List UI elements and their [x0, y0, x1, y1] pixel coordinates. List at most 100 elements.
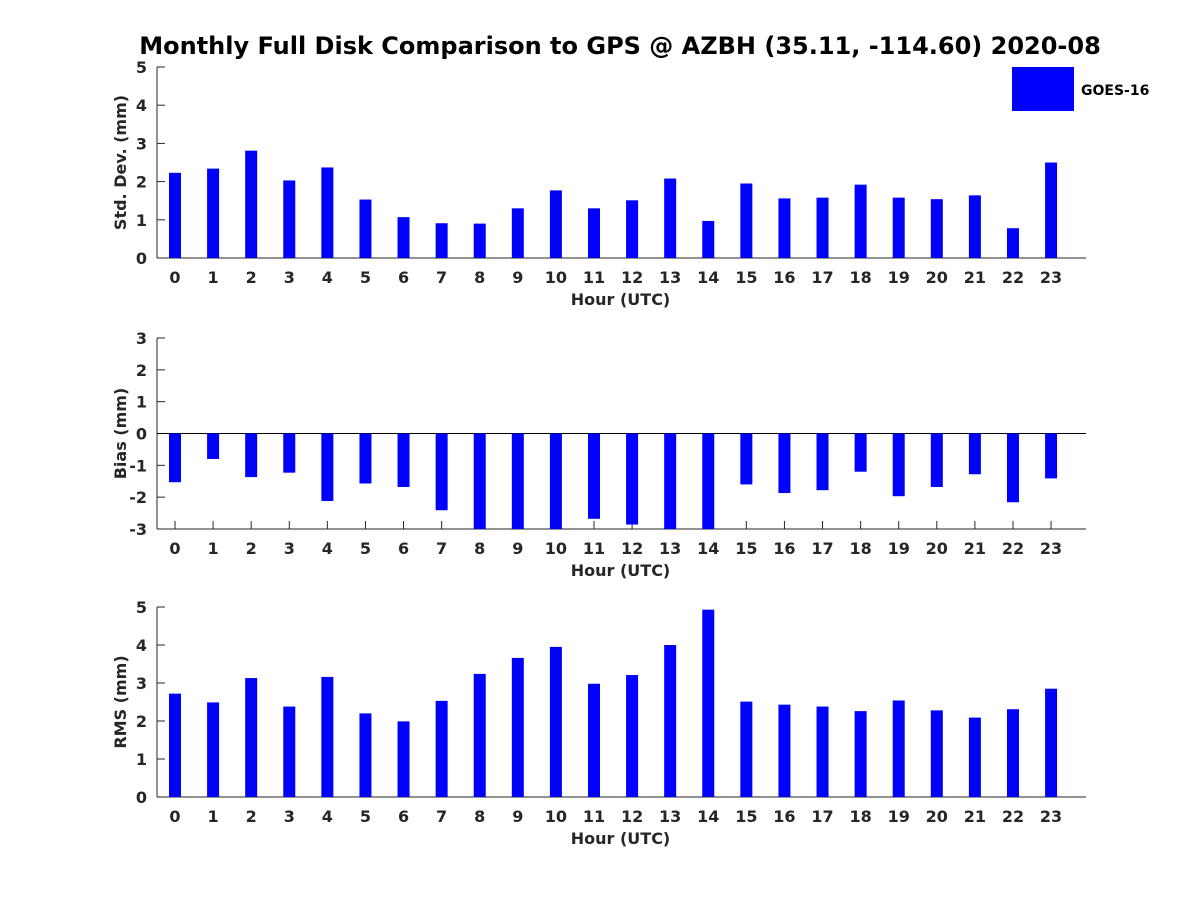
x-tick-label: 10	[545, 807, 567, 826]
x-tick-label: 0	[169, 539, 180, 558]
x-tick-label: 12	[621, 807, 643, 826]
bar-hour-1	[207, 702, 220, 797]
x-tick-label: 18	[849, 539, 871, 558]
bar-hour-12	[626, 200, 639, 258]
bar-hour-3	[283, 706, 296, 797]
y-tick-label: 4	[136, 96, 147, 115]
x-tick-label: 22	[1002, 539, 1024, 558]
bar-hour-23	[1045, 162, 1058, 258]
x-tick-label: 15	[735, 807, 757, 826]
x-tick-label: 5	[360, 807, 371, 826]
bar-hour-8	[473, 673, 486, 797]
bar-hour-0	[169, 172, 181, 258]
bar-hour-9	[511, 433, 524, 529]
x-tick-label: 17	[811, 268, 833, 287]
x-tick-label: 21	[964, 268, 986, 287]
x-tick-label: 1	[208, 539, 219, 558]
x-tick-label: 20	[926, 807, 948, 826]
bar-hour-3	[283, 180, 296, 258]
y-tick-label: 2	[136, 173, 147, 192]
x-tick-label: 18	[849, 268, 871, 287]
x-tick-label: 6	[398, 539, 409, 558]
y-tick-label: 1	[136, 750, 147, 769]
bar-hour-9	[511, 657, 524, 797]
x-tick-label: 7	[436, 539, 447, 558]
bar-hour-6	[397, 433, 410, 487]
x-tick-label: 3	[284, 268, 295, 287]
bar-hour-6	[397, 721, 410, 797]
x-tick-label: 1	[208, 268, 219, 287]
x-tick-label: 1	[208, 807, 219, 826]
bar-hour-1	[207, 433, 220, 459]
bar-hour-14	[702, 433, 715, 529]
bar-hour-21	[968, 717, 981, 797]
x-tick-label: 16	[773, 807, 795, 826]
bar-hour-5	[359, 433, 372, 484]
bar-hour-21	[968, 433, 981, 475]
x-tick-label: 3	[284, 539, 295, 558]
bar-hour-4	[321, 167, 334, 258]
y-tick-label: 5	[136, 598, 147, 617]
bar-hour-20	[930, 433, 943, 487]
bar-hour-22	[1006, 433, 1019, 503]
bar-hour-15	[740, 701, 753, 797]
x-tick-label: 2	[246, 268, 257, 287]
bar-hour-15	[740, 183, 753, 258]
x-tick-label: 17	[811, 807, 833, 826]
x-tick-label: 23	[1040, 539, 1062, 558]
x-tick-label: 16	[773, 539, 795, 558]
x-tick-label: 2	[246, 807, 257, 826]
x-tick-label: 4	[322, 539, 333, 558]
legend: GOES-16	[1012, 67, 1149, 111]
bar-hour-2	[245, 433, 258, 478]
bar-hour-12	[626, 433, 639, 525]
bar-hour-5	[359, 713, 372, 797]
y-tick-label: 3	[136, 674, 147, 693]
x-tick-label: 8	[474, 539, 485, 558]
x-tick-label: 6	[398, 268, 409, 287]
x-tick-label: 14	[697, 268, 719, 287]
y-axis-label: Bias (mm)	[111, 388, 130, 480]
bar-hour-7	[435, 433, 448, 511]
bar-hour-4	[321, 676, 334, 797]
x-tick-label: 9	[512, 807, 523, 826]
x-tick-label: 22	[1002, 807, 1024, 826]
y-tick-label: 3	[136, 134, 147, 153]
bar-hour-17	[816, 433, 829, 491]
x-tick-label: 0	[169, 268, 180, 287]
chart-title: Monthly Full Disk Comparison to GPS @ AZ…	[139, 32, 1101, 60]
x-tick-label: 5	[360, 539, 371, 558]
x-tick-label: 23	[1040, 268, 1062, 287]
y-tick-label: 5	[136, 58, 147, 77]
bar-hour-20	[930, 199, 943, 258]
x-tick-label: 12	[621, 539, 643, 558]
bar-hour-13	[664, 178, 677, 258]
x-tick-label: 11	[583, 807, 605, 826]
bar-hour-18	[854, 711, 867, 797]
bar-hour-13	[664, 645, 677, 797]
y-tick-label: -3	[129, 520, 147, 539]
bar-hour-19	[892, 197, 905, 258]
x-tick-label: 15	[735, 539, 757, 558]
x-axis-label: Hour (UTC)	[571, 829, 671, 848]
bar-hour-8	[473, 433, 486, 529]
x-tick-label: 15	[735, 268, 757, 287]
bar-hour-13	[664, 433, 677, 529]
x-tick-label: 6	[398, 807, 409, 826]
x-tick-label: 19	[888, 539, 910, 558]
x-tick-label: 9	[512, 539, 523, 558]
x-tick-label: 13	[659, 268, 681, 287]
y-tick-label: 2	[136, 712, 147, 731]
x-tick-label: 9	[512, 268, 523, 287]
bar-hour-11	[587, 433, 600, 519]
bar-hour-10	[549, 646, 562, 797]
x-tick-label: 0	[169, 807, 180, 826]
y-tick-label: -2	[129, 488, 147, 507]
bar-hour-19	[892, 433, 905, 497]
bar-hour-15	[740, 433, 753, 485]
x-tick-label: 11	[583, 539, 605, 558]
y-tick-label: 0	[136, 425, 147, 444]
bar-hour-18	[854, 433, 867, 472]
